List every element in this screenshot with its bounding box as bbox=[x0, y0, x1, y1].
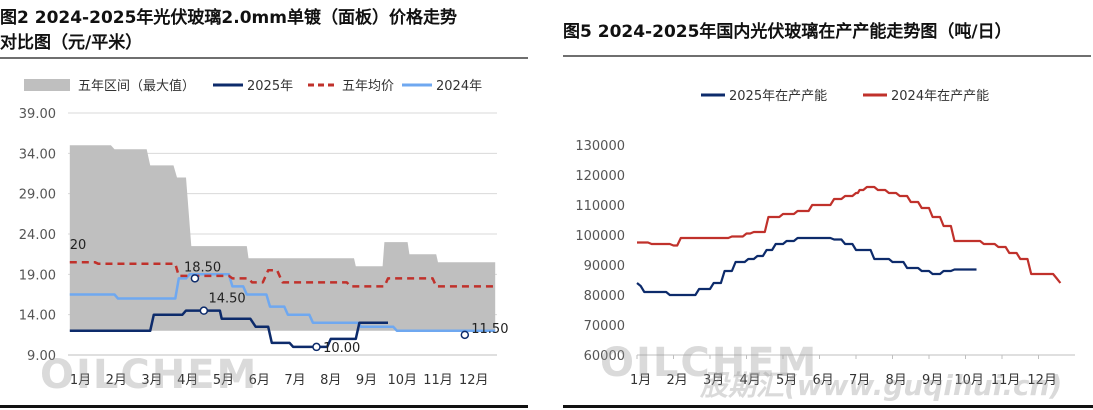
x-tick-label: 4月 bbox=[740, 373, 761, 388]
x-tick-label: 12月 bbox=[459, 373, 489, 388]
y-tick-label: 70000 bbox=[584, 319, 625, 334]
data-label: 14.50 bbox=[208, 292, 245, 307]
y-tick-label: 34.00 bbox=[19, 147, 56, 162]
series-five-year-average-line bbox=[69, 260, 496, 288]
series-five-year-range-area bbox=[69, 145, 496, 331]
legend-label: 2024年 bbox=[436, 79, 482, 94]
y-tick-label: 130000 bbox=[575, 139, 625, 154]
legend-label: 2024年在产产能 bbox=[891, 89, 989, 104]
data-marker bbox=[312, 342, 321, 352]
x-tick-label: 1月 bbox=[630, 373, 651, 388]
legend-label: 五年区间（最大值） bbox=[78, 78, 195, 94]
left-bottom-rule bbox=[0, 405, 528, 408]
y-tick-label: 29.00 bbox=[19, 188, 56, 203]
x-tick-label: 5月 bbox=[776, 373, 797, 388]
data-label: 18.50 bbox=[184, 260, 221, 275]
data-marker bbox=[460, 330, 470, 340]
right-title-rule bbox=[563, 55, 1091, 57]
y-tick-label: 100000 bbox=[575, 229, 625, 244]
x-tick-label: 9月 bbox=[356, 373, 377, 388]
right-chart-title: 图5 2024-2025年国内光伏玻璃在产产能走势图（吨/日） bbox=[563, 22, 1012, 42]
data-label: 10.00 bbox=[323, 341, 360, 356]
left-chart-svg: 9.00 14.00 19.00 24.00 29.00 34.00 39.00 1月 2月 3月… bbox=[19, 78, 509, 388]
x-tick-label: 6月 bbox=[813, 373, 834, 388]
x-tick-label: 2月 bbox=[667, 373, 688, 388]
data-marker bbox=[199, 306, 209, 315]
series-2025-capacity-line bbox=[636, 236, 977, 297]
data-marker bbox=[190, 274, 200, 283]
x-tick-label: 3月 bbox=[141, 373, 162, 388]
x-tick-label: 9月 bbox=[922, 373, 943, 388]
right-chart-panel: 图5 2024-2025年国内光伏玻璃在产产能走势图（吨/日） 60000 700… bbox=[563, 0, 1093, 410]
y-tick-label: 24.00 bbox=[19, 228, 56, 243]
x-tick-label: 7月 bbox=[284, 373, 305, 388]
left-chart-title: 图2 2024-2025年光伏玻璃2.0mm单镀（面板）价格走势 对比图（元/平… bbox=[0, 8, 457, 53]
x-tick-label: 10月 bbox=[387, 373, 417, 388]
x-tick-label: 1月 bbox=[70, 373, 91, 388]
left-title-rule bbox=[0, 57, 528, 59]
right-chart-svg: 60000 70000 80000 90000 100000 110000 120000 13… bbox=[575, 89, 1075, 388]
y-tick-label: 39.00 bbox=[19, 107, 56, 122]
right-bottom-rule bbox=[563, 405, 1093, 408]
legend-label: 2025年在产产能 bbox=[729, 89, 827, 104]
y-tick-label: 90000 bbox=[584, 259, 625, 274]
y-tick-label: 60000 bbox=[584, 349, 625, 364]
x-tick-label: 8月 bbox=[320, 373, 341, 388]
left-chart-panel: 图2 2024-2025年光伏玻璃2.0mm单镀（面板）价格走势 对比图（元/平… bbox=[0, 0, 530, 410]
y-tick-label: 9.00 bbox=[27, 349, 56, 364]
data-label: 20 bbox=[70, 238, 87, 253]
x-tick-label: 4月 bbox=[177, 373, 198, 388]
series-2024-capacity-line bbox=[637, 185, 1062, 284]
x-tick-label: 2月 bbox=[106, 373, 127, 388]
x-tick-label: 12月 bbox=[1027, 373, 1057, 388]
legend-label: 五年均价 bbox=[342, 79, 394, 94]
legend-label: 2025年 bbox=[247, 79, 293, 94]
y-tick-label: 19.00 bbox=[19, 268, 56, 283]
x-tick-label: 10月 bbox=[954, 373, 984, 388]
series-2025-line bbox=[69, 309, 388, 349]
y-tick-label: 80000 bbox=[584, 289, 625, 304]
x-tick-label: 5月 bbox=[213, 373, 234, 388]
x-tick-label: 11月 bbox=[423, 373, 453, 388]
x-tick-label: 7月 bbox=[849, 373, 870, 388]
x-tick-label: 11月 bbox=[991, 373, 1021, 388]
x-tick-label: 8月 bbox=[886, 373, 907, 388]
series-2024-line bbox=[69, 273, 496, 333]
legend-swatch-range bbox=[24, 79, 70, 91]
x-tick-label: 6月 bbox=[249, 373, 270, 388]
y-tick-label: 110000 bbox=[575, 199, 625, 214]
x-tick-label: 3月 bbox=[703, 373, 724, 388]
y-tick-label: 120000 bbox=[575, 169, 625, 184]
y-tick-label: 14.00 bbox=[19, 309, 56, 324]
data-label: 11.50 bbox=[471, 322, 508, 337]
